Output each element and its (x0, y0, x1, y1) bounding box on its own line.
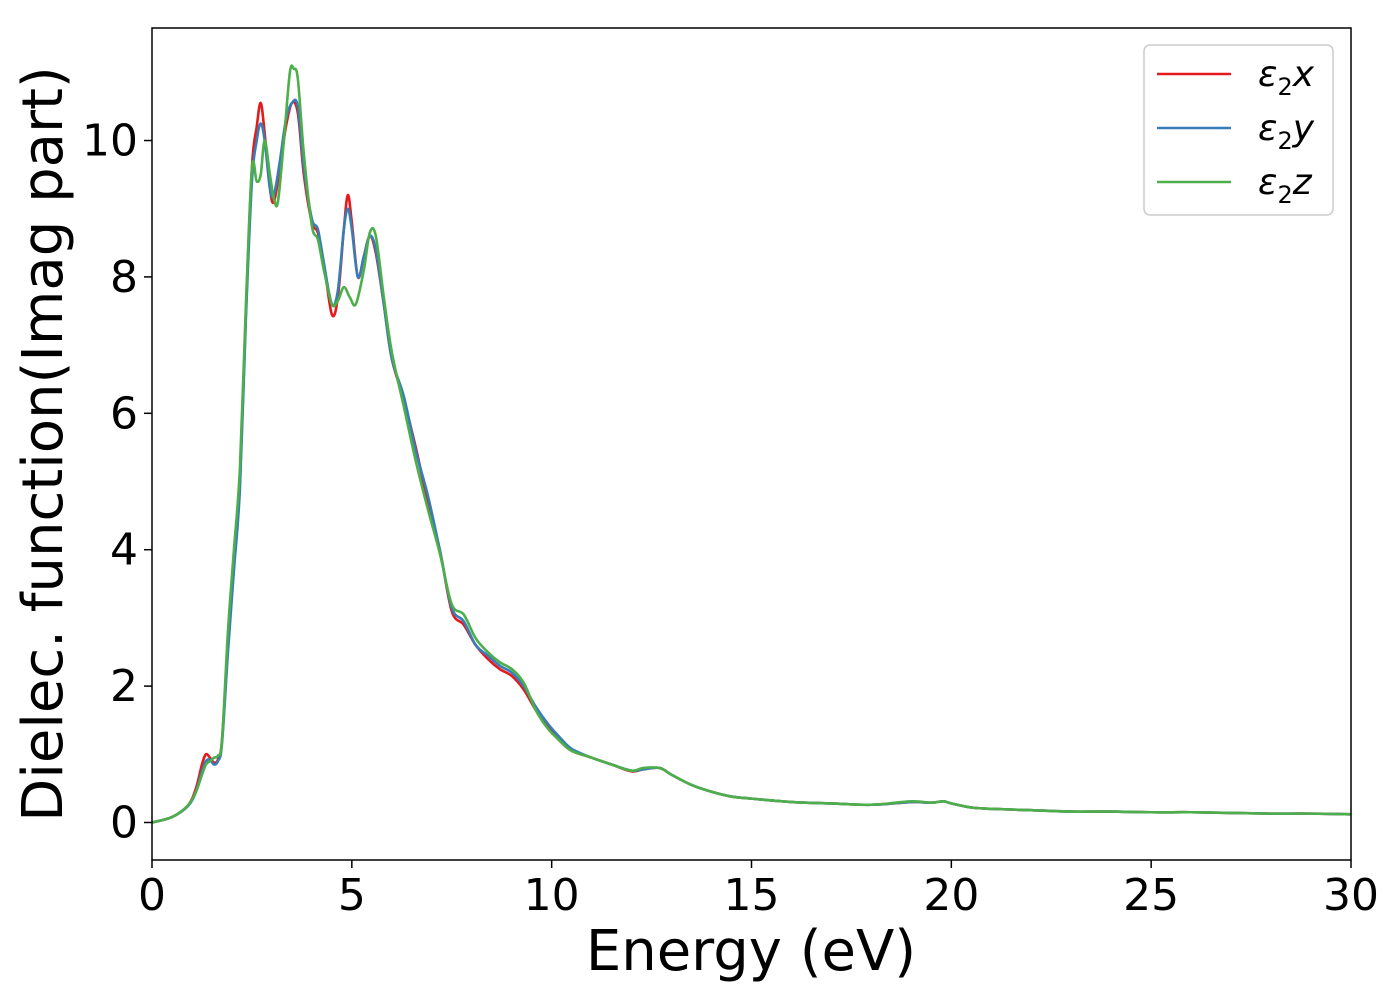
y-axis-label: Dielec. function(Imag part) (11, 66, 76, 822)
x-tick-label: 10 (524, 870, 580, 921)
y-tick-label: 10 (82, 116, 138, 167)
x-tick-label: 25 (1123, 870, 1179, 921)
series-layer (151, 64, 1352, 824)
legend: ε2x ε2y ε2z (1143, 44, 1334, 216)
x-tick-label: 30 (1323, 870, 1379, 921)
x-axis-ticks: 0 5 10 15 20 25 30 (138, 860, 1379, 921)
x-tick-label: 5 (338, 870, 366, 921)
y-tick-label: 4 (110, 525, 138, 576)
legend-label-3: ε2z (1258, 162, 1313, 209)
legend-box (1143, 44, 1334, 216)
y-tick-label: 8 (110, 252, 138, 303)
y-axis-ticks: 0 2 4 6 8 10 (82, 116, 152, 848)
y-tick-label: 0 (110, 797, 138, 848)
series-line-3 (151, 64, 1352, 824)
x-tick-label: 15 (724, 870, 780, 921)
x-tick-label: 0 (138, 870, 166, 921)
legend-label-2: ε2y (1258, 108, 1315, 155)
x-axis-label: Energy (eV) (586, 919, 916, 984)
x-tick-label: 20 (923, 870, 979, 921)
y-tick-label: 6 (110, 388, 138, 439)
legend-label-1: ε2x (1258, 54, 1315, 101)
y-tick-label: 2 (110, 661, 138, 712)
